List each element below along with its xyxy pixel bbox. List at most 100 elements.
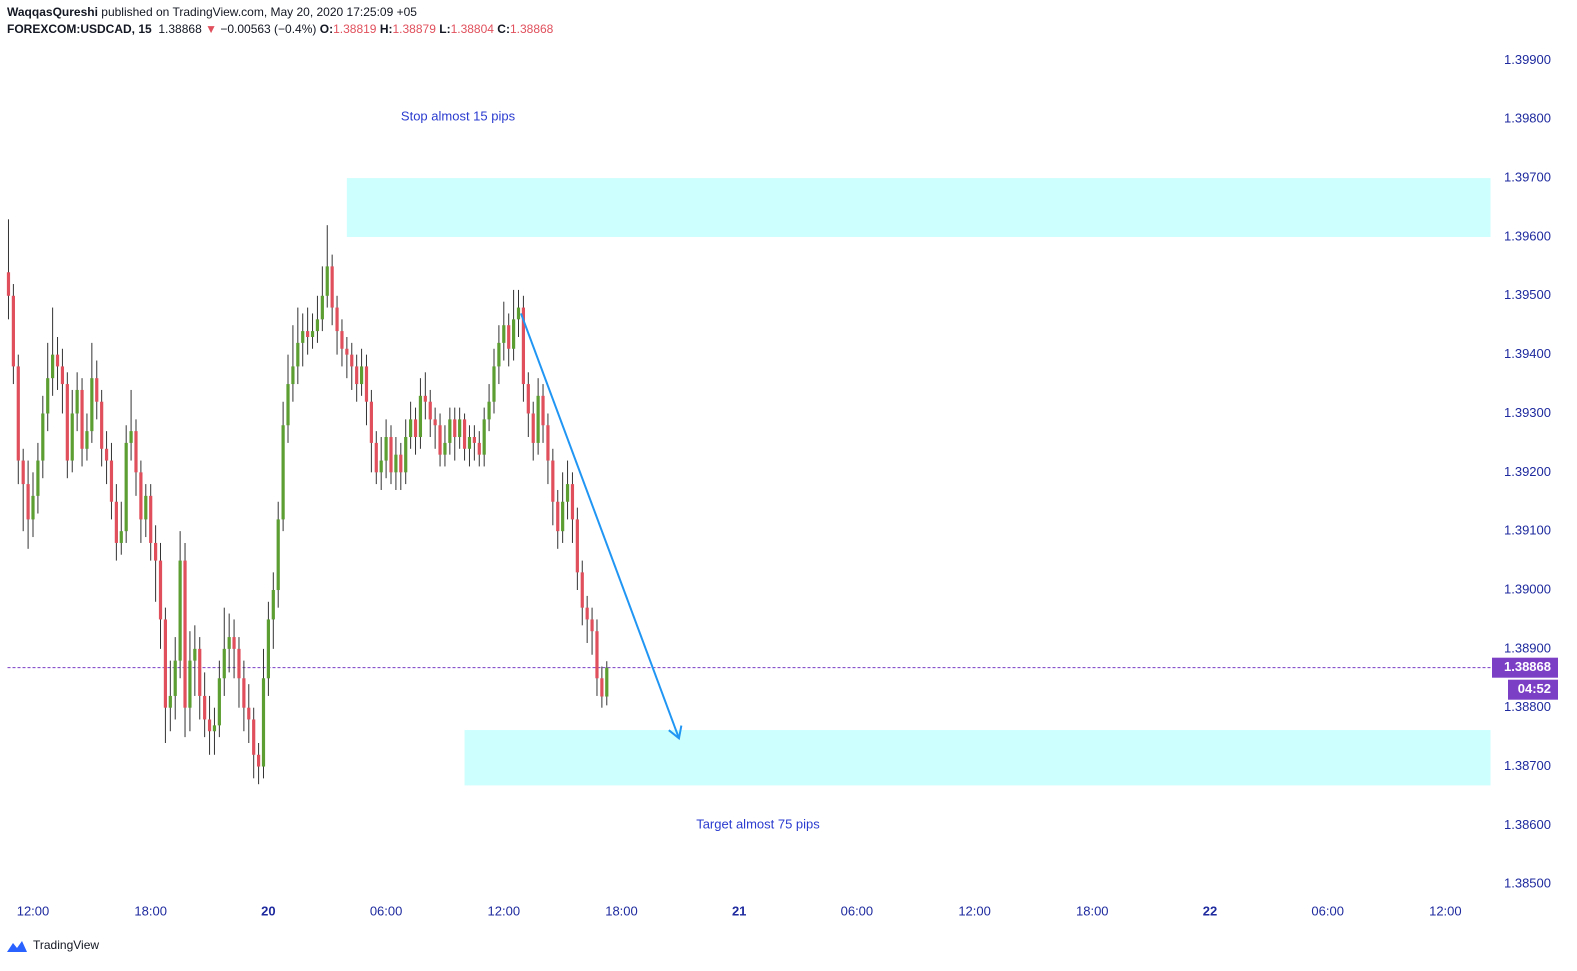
candle-body (65, 384, 69, 461)
candle-body (438, 425, 442, 455)
candle-body (217, 678, 221, 726)
l-value: 1.38804 (450, 22, 494, 36)
candle-body (374, 442, 378, 473)
candle-body (433, 419, 437, 426)
candle-body (119, 531, 123, 543)
candle-body (423, 395, 427, 402)
logo-text: TradingView (33, 938, 99, 952)
price-label: 1.38868 (1504, 659, 1551, 674)
candle-body (163, 619, 168, 708)
candle-body (173, 660, 177, 696)
candle-body (507, 325, 511, 349)
candle-body (109, 460, 114, 502)
y-tick-label: 1.38500 (1504, 876, 1551, 891)
x-tick-label: 12:00 (958, 903, 991, 918)
y-tick-label: 1.38700 (1504, 758, 1551, 773)
price-label-box (1492, 657, 1558, 678)
candle-body (26, 484, 30, 520)
candle-body (16, 366, 20, 461)
candle-body (51, 354, 55, 379)
candle-body (472, 437, 476, 443)
change: −0.00563 (−0.4%) (220, 22, 317, 36)
y-tick-label: 1.39800 (1504, 111, 1551, 126)
candle-body (551, 460, 555, 502)
candle-body (36, 460, 40, 496)
candle-body (526, 384, 530, 414)
x-tick-label: 12:00 (1429, 903, 1462, 918)
zone (464, 730, 1491, 786)
x-tick-label: 21 (732, 903, 746, 918)
annotation: Stop almost 15 pips (401, 108, 516, 123)
candle-body (70, 413, 74, 461)
candle-body (6, 272, 11, 296)
candle-body (90, 378, 94, 432)
candle-body (462, 419, 467, 449)
candle-body (364, 366, 369, 402)
last-price: 1.38868 (158, 22, 202, 36)
candle-body (409, 419, 413, 438)
candle-body (492, 366, 496, 402)
candle-body (114, 501, 118, 543)
candle-body (124, 442, 128, 532)
candle-body (168, 695, 172, 708)
candle-body (139, 472, 143, 520)
c-value: 1.38868 (509, 22, 554, 36)
candle-body (546, 425, 550, 461)
candle-body (516, 307, 521, 320)
candle-body (134, 431, 138, 473)
candle-body (207, 719, 212, 732)
candle-body (350, 354, 354, 367)
candle-body (100, 401, 104, 449)
candle-body (418, 395, 423, 438)
candle-body (281, 425, 285, 520)
y-tick-label: 1.39100 (1504, 523, 1551, 538)
candle-body (556, 501, 560, 532)
h-value: 1.38879 (392, 22, 436, 36)
candle-body (330, 266, 334, 308)
down-arrow: ▼ (205, 22, 217, 36)
y-tick-label: 1.38900 (1504, 640, 1551, 655)
candle-body (203, 695, 207, 720)
candle-body (183, 560, 187, 708)
candle-body (271, 590, 275, 620)
candle-body (389, 437, 393, 473)
candle-body (276, 519, 280, 591)
candle-body (570, 484, 575, 520)
candle-body (413, 419, 418, 438)
author: WaqqasQureshi (7, 5, 98, 19)
candle-body (247, 707, 251, 720)
countdown-box (1508, 679, 1558, 700)
candle-body (521, 307, 526, 385)
y-tick-label: 1.39900 (1504, 52, 1551, 67)
candle-body (198, 648, 202, 696)
candle-body (487, 401, 491, 420)
candle-body (158, 560, 163, 620)
y-tick-label: 1.39200 (1504, 464, 1551, 479)
candle-body (55, 354, 60, 367)
candle-body (85, 431, 89, 449)
candle-body (404, 437, 408, 473)
candle-body (482, 419, 486, 455)
candle-body (384, 437, 388, 461)
candle-body (252, 719, 256, 755)
candle-body (453, 419, 457, 438)
h-label: H: (379, 22, 393, 36)
candle-body (212, 725, 217, 732)
candle-body (575, 519, 579, 573)
candle-body (310, 331, 315, 337)
candle-body (600, 678, 604, 697)
candle-body (497, 342, 501, 367)
candle-body (104, 448, 109, 461)
candle-body (237, 648, 241, 679)
candle-body (266, 619, 270, 679)
y-tick-label: 1.39600 (1504, 228, 1551, 243)
candle-body (325, 266, 329, 296)
candle-body (149, 495, 153, 543)
candle-body (369, 401, 373, 443)
candle-body (448, 419, 452, 443)
y-tick-label: 1.39300 (1504, 405, 1551, 420)
candle-body (359, 366, 364, 385)
candle-body (580, 572, 584, 608)
